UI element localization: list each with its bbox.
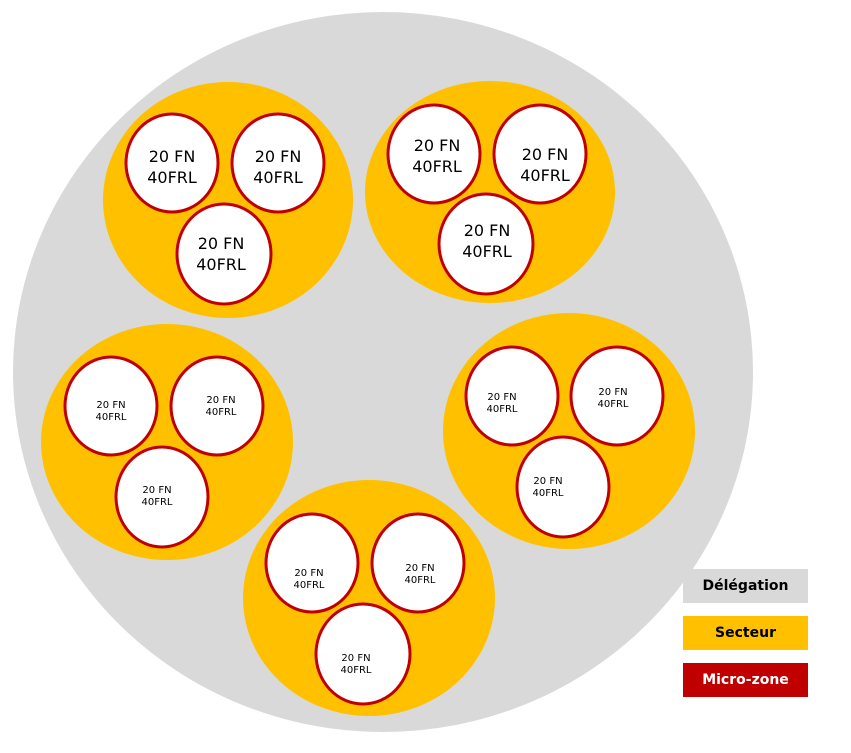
micro-zone-label-line1: 20 FN [533,476,562,487]
micro-zone: 20 FN 40FRL [314,602,412,706]
legend-secteur: Secteur [683,616,808,650]
micro-zone-label-line1: 20 FN [255,147,302,166]
micro-zone: 20 FN 40FRL [175,202,273,306]
secteur-5: 20 FN 40FRL 20 FN 40FRL 20 FN 40FRL [243,480,495,716]
micro-zone-label-line1: 20 FN [206,395,235,406]
micro-zone-label-line2: 40FRL [96,412,127,423]
micro-zone-label-line2: 40FRL [253,168,303,187]
micro-zone-label-line1: 20 FN [487,392,516,403]
micro-zone-circle [124,112,220,214]
micro-zone-label-line2: 40FRL [142,497,173,508]
micro-zone-label-line2: 40FRL [533,488,564,499]
micro-zone-circle [230,112,326,214]
legend-delegation: Délégation [683,569,808,603]
micro-zone-label-line2: 40FRL [294,580,325,591]
legend-delegation-label: Délégation [702,578,789,594]
micro-zone-label-line1: 20 FN [464,221,511,240]
micro-zone-circle [386,103,482,205]
micro-zone-label-line1: 20 FN [341,653,370,664]
micro-zone-label-line1: 20 FN [142,485,171,496]
micro-zone: 20 FN 40FRL [264,512,360,614]
micro-zone-label-line2: 40FRL [598,399,629,410]
legend-secteur-label: Secteur [715,625,776,641]
micro-zone-circle [492,103,588,205]
micro-zone-circle [314,602,412,706]
secteur-1: 20 FN 40FRL 20 FN 40FRL 20 FN 40FRL [103,82,353,318]
micro-zone-label-line1: 20 FN [598,387,627,398]
micro-zone: 20 FN 40FRL [515,435,611,539]
micro-zone-label-line2: 40FRL [147,168,197,187]
micro-zone-label-line1: 20 FN [405,563,434,574]
micro-zone-circle [370,512,466,614]
micro-zone-label-line1: 20 FN [96,400,125,411]
micro-zone-circle [63,355,159,457]
micro-zone-label-line1: 20 FN [414,136,461,155]
micro-zone-circle [169,355,265,457]
secteur-4: 20 FN 40FRL 20 FN 40FRL 20 FN 40FRL [443,313,695,549]
micro-zone-label-line2: 40FRL [196,255,246,274]
micro-zone-circle [437,192,535,296]
micro-zone: 20 FN 40FRL [169,355,265,457]
micro-zone-circle [464,345,560,447]
micro-zone: 20 FN 40FRL [114,445,210,549]
micro-zone-label-line2: 40FRL [462,242,512,261]
micro-zone: 20 FN 40FRL [492,103,588,205]
micro-zone: 20 FN 40FRL [437,192,535,296]
micro-zone-circle [515,435,611,539]
micro-zone-label-line2: 40FRL [206,407,237,418]
micro-zone-circle [175,202,273,306]
micro-zone: 20 FN 40FRL [464,345,560,447]
micro-zone: 20 FN 40FRL [124,112,220,214]
micro-zone-circle [264,512,360,614]
micro-zone: 20 FN 40FRL [569,345,665,447]
micro-zone: 20 FN 40FRL [63,355,159,457]
micro-zone-circle [569,345,665,447]
micro-zone: 20 FN 40FRL [386,103,482,205]
micro-zone-label-line1: 20 FN [149,147,196,166]
micro-zone-label-line2: 40FRL [341,665,372,676]
micro-zone-label-line2: 40FRL [412,157,462,176]
secteur-3: 20 FN 40FRL 20 FN 40FRL 20 FN 40FRL [41,324,293,560]
micro-zone-label-line2: 40FRL [405,575,436,586]
secteur-2: 20 FN 40FRL 20 FN 40FRL 20 FN 40FRL [365,81,615,303]
micro-zone: 20 FN 40FRL [370,512,466,614]
micro-zone-label-line1: 20 FN [522,145,569,164]
micro-zone-label-line2: 40FRL [487,404,518,415]
micro-zone-label-line1: 20 FN [198,234,245,253]
legend-micro-zone: Micro-zone [683,663,808,697]
micro-zone: 20 FN 40FRL [230,112,326,214]
micro-zone-circle [114,445,210,549]
micro-zone-label-line2: 40FRL [520,166,570,185]
micro-zone-label-line1: 20 FN [294,568,323,579]
legend-micro-zone-label: Micro-zone [702,672,789,688]
